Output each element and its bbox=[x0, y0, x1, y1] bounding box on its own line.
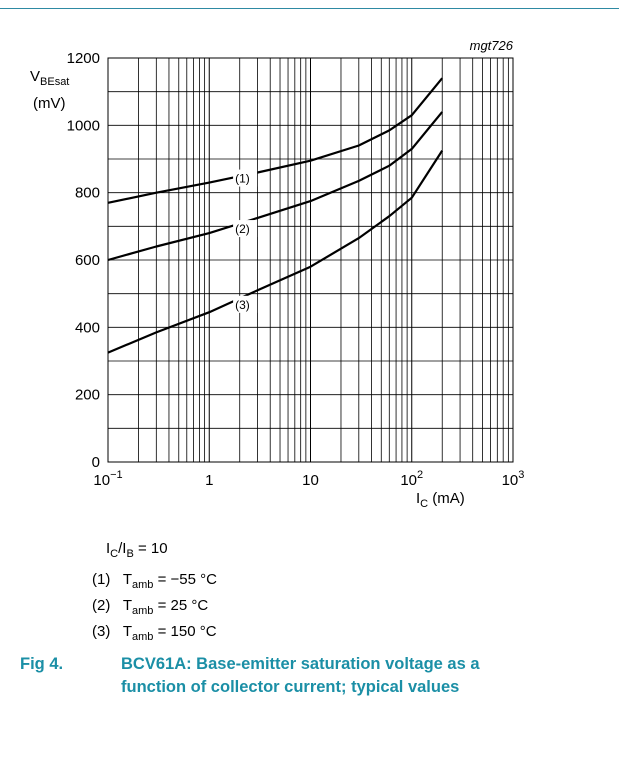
x-axis-label-subscript: C bbox=[420, 498, 428, 510]
figure-id-label: mgt726 bbox=[470, 38, 514, 53]
series-label-bg-1 bbox=[233, 169, 258, 187]
figure-number: Fig 4. bbox=[20, 655, 64, 673]
series-line-3 bbox=[107, 150, 444, 354]
y-axis-unit: (mV) bbox=[33, 95, 66, 112]
x-axis-label-unit: (mA) bbox=[428, 490, 465, 507]
y-tick-label: 1000 bbox=[67, 117, 100, 134]
current-ratio-note: IC/IB = 10 bbox=[106, 540, 168, 560]
y-axis-label-subscript: BEsat bbox=[40, 76, 69, 88]
y-tick-label: 400 bbox=[75, 319, 100, 336]
x-tick-label: 103 bbox=[502, 469, 525, 489]
condition-1: (1) Tamb = −55 °C bbox=[92, 571, 217, 591]
y-tick-label: 200 bbox=[75, 387, 100, 404]
x-tick-exponent: 2 bbox=[417, 469, 423, 481]
y-axis-label-symbol: V bbox=[30, 68, 40, 85]
y-tick-label: 0 bbox=[92, 454, 100, 471]
x-axis-label-symbol: I bbox=[416, 490, 420, 507]
x-tick-label: 102 bbox=[400, 469, 423, 489]
x-tick-label: 10−1 bbox=[93, 469, 122, 489]
series-label-1: (1) bbox=[235, 172, 250, 186]
y-axis-label: VBEsat bbox=[30, 68, 69, 88]
series-label-bg-2 bbox=[233, 220, 258, 238]
y-tick-label: 800 bbox=[75, 185, 100, 202]
series-label-2: (2) bbox=[235, 222, 250, 236]
series-line-2 bbox=[107, 111, 444, 262]
series-line-1 bbox=[107, 77, 444, 204]
series-label-bg-3 bbox=[233, 295, 258, 313]
series-label-3: (3) bbox=[235, 298, 250, 312]
x-tick-base: 10 bbox=[302, 472, 319, 489]
x-tick-base: 1 bbox=[205, 472, 213, 489]
y-tick-label: 600 bbox=[75, 252, 100, 269]
condition-3: (3) Tamb = 150 °C bbox=[92, 623, 217, 643]
header-rule bbox=[0, 8, 619, 9]
x-tick-label: 1 bbox=[205, 472, 213, 489]
x-tick-base: 10 bbox=[400, 472, 417, 489]
x-tick-exponent: 3 bbox=[518, 469, 524, 481]
y-tick-label: 1200 bbox=[67, 50, 100, 67]
x-tick-exponent: −1 bbox=[110, 469, 123, 481]
x-tick-label: 10 bbox=[302, 472, 319, 489]
condition-2: (2) Tamb = 25 °C bbox=[92, 597, 209, 617]
x-axis-label: IC (mA) bbox=[416, 490, 465, 510]
x-tick-base: 10 bbox=[502, 472, 519, 489]
figure-caption-text: BCV61A: Base-emitter saturation voltage … bbox=[121, 655, 480, 696]
x-tick-base: 10 bbox=[93, 472, 110, 489]
